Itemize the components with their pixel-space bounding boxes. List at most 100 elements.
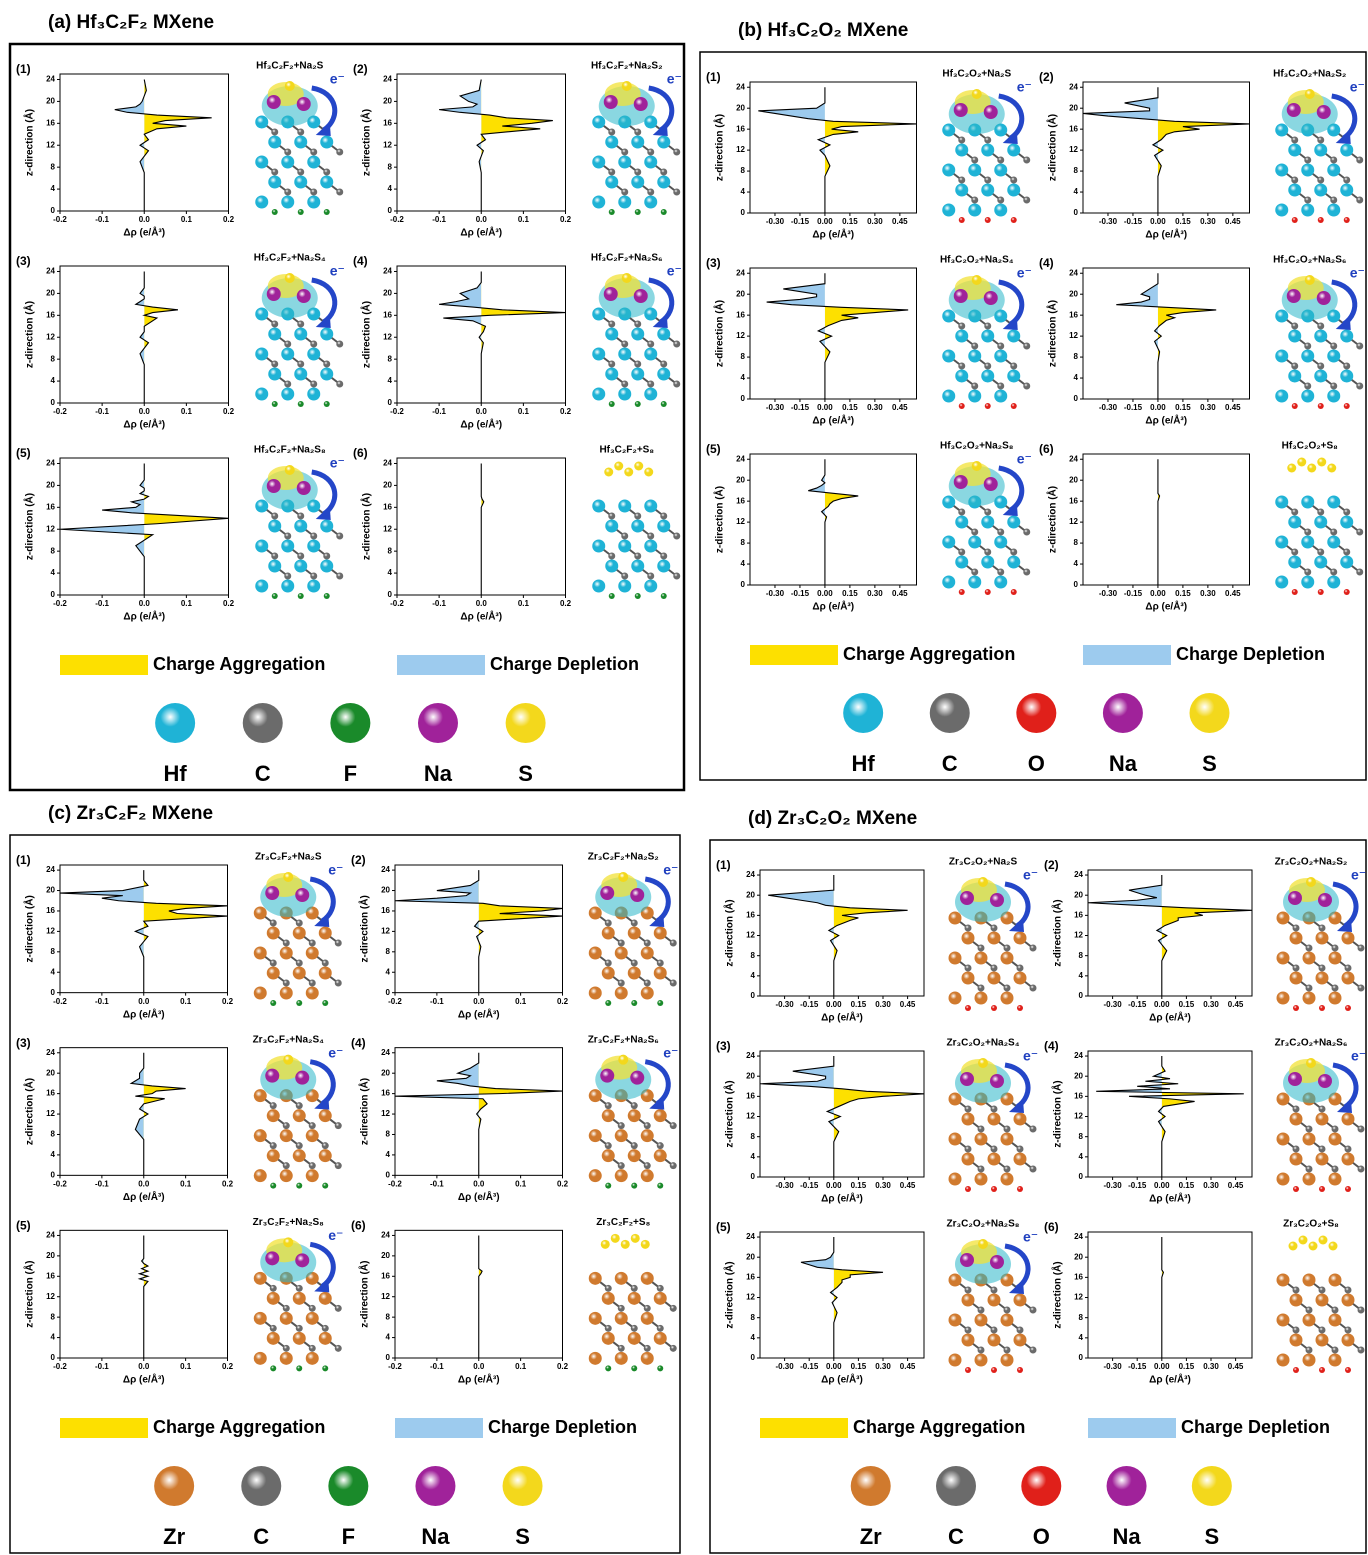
atom xyxy=(1292,589,1298,595)
x-tick-label: -0.15 xyxy=(1124,589,1143,598)
atom xyxy=(296,1000,302,1006)
atom xyxy=(1010,363,1017,370)
atom xyxy=(297,97,311,111)
atom xyxy=(309,1162,316,1169)
atom xyxy=(1358,1166,1365,1173)
plot-frame xyxy=(1088,870,1252,996)
atom xyxy=(605,560,618,573)
y-tick-label: 20 xyxy=(1069,103,1078,112)
atom xyxy=(272,593,278,599)
atom xyxy=(1010,549,1017,556)
atom xyxy=(981,516,994,529)
atom xyxy=(657,1183,663,1189)
y-tick-label: 0 xyxy=(741,208,746,217)
atom xyxy=(657,368,670,381)
atom xyxy=(1319,1005,1325,1011)
y-tick-label: 4 xyxy=(51,967,56,976)
x-tick-label: -0.30 xyxy=(766,217,785,226)
y-tick-label: 16 xyxy=(46,118,55,127)
x-tick-label: 0.45 xyxy=(1228,1181,1244,1190)
atom xyxy=(322,1325,329,1332)
subplot: (5)-0.30-0.150.000.150.300.4504812162024… xyxy=(706,441,1032,613)
y-tick-label: 12 xyxy=(46,926,55,935)
atom xyxy=(267,1332,280,1345)
atom xyxy=(661,401,667,407)
plot-frame xyxy=(750,454,917,585)
atom xyxy=(1329,952,1342,965)
y-tick-label: 16 xyxy=(1069,124,1078,133)
y-tick-label: 8 xyxy=(388,546,393,555)
atom xyxy=(1023,157,1030,164)
atom xyxy=(988,1294,1001,1307)
atom xyxy=(270,1285,277,1292)
atom xyxy=(997,157,1004,164)
atom xyxy=(631,1365,637,1371)
atom xyxy=(602,1149,615,1162)
atom xyxy=(297,289,311,303)
y-tick-label: 0 xyxy=(51,398,56,407)
atom xyxy=(335,1345,342,1352)
system-label: Zr₃C₂F₂+S₈ xyxy=(596,1217,650,1228)
atom xyxy=(1275,536,1288,549)
atom xyxy=(284,533,291,540)
y-tick-label: 12 xyxy=(736,331,745,340)
element-label: Zr xyxy=(163,1524,185,1549)
subplot: (6)-0.2-0.10.00.10.204812162024Δρ (e/Å³)… xyxy=(351,1217,677,1386)
atom xyxy=(984,177,991,184)
atom xyxy=(1327,496,1340,509)
subplot: (2)-0.30-0.150.000.150.300.4504812162024… xyxy=(1039,69,1365,241)
atom xyxy=(592,116,605,129)
atom xyxy=(1332,1307,1339,1314)
element-sphere xyxy=(415,1466,455,1506)
atom xyxy=(954,289,968,303)
x-axis-label: Δρ (e/Å³) xyxy=(123,418,165,431)
legend-label: Charge Depletion xyxy=(490,654,639,674)
x-tick-label: 0.00 xyxy=(826,1000,842,1009)
atom xyxy=(960,891,974,905)
y-tick-label: 20 xyxy=(46,481,55,490)
y-tick-label: 0 xyxy=(51,1170,56,1179)
atom xyxy=(644,468,653,477)
atom xyxy=(641,1312,654,1325)
subplot-label: (3) xyxy=(16,254,31,268)
atom xyxy=(975,1354,988,1367)
atom xyxy=(1304,197,1311,204)
atom xyxy=(298,401,304,407)
atom xyxy=(254,1272,267,1285)
atom xyxy=(647,341,654,348)
x-tick-label: 0.15 xyxy=(1179,1000,1195,1009)
atom xyxy=(294,520,307,533)
atom xyxy=(306,1129,319,1142)
atom xyxy=(295,888,309,902)
y-axis-label: z-direction (Å) xyxy=(1051,1080,1064,1147)
atom xyxy=(965,1186,971,1192)
atom xyxy=(618,940,625,947)
y-tick-label: 4 xyxy=(1074,187,1079,196)
atom xyxy=(267,1149,280,1162)
element-sphere xyxy=(843,693,883,733)
x-tick-label: -0.2 xyxy=(53,1179,67,1188)
atom xyxy=(254,1352,267,1365)
atom xyxy=(1017,965,1024,972)
curve xyxy=(479,1235,482,1358)
y-tick-label: 20 xyxy=(46,289,55,298)
atom xyxy=(336,381,343,388)
subplot-label: (1) xyxy=(16,62,31,76)
atom xyxy=(592,156,605,169)
atom xyxy=(1340,556,1353,569)
subplot: (1)-0.2-0.10.00.10.204812162024Δρ (e/Å³)… xyxy=(16,61,345,239)
x-tick-label: -0.1 xyxy=(95,997,109,1006)
x-tick-label: 0.0 xyxy=(138,1179,150,1188)
atom xyxy=(981,370,994,383)
atom xyxy=(942,204,955,217)
y-axis-label: z-direction (Å) xyxy=(1046,300,1059,367)
x-tick-label: -0.15 xyxy=(1128,1181,1147,1190)
atom xyxy=(981,556,994,569)
atom xyxy=(1007,516,1020,529)
x-tick-label: 0.00 xyxy=(1154,1000,1170,1009)
atom xyxy=(1023,383,1030,390)
aggregation-area xyxy=(767,273,909,399)
atom xyxy=(949,1173,962,1186)
atom xyxy=(1306,985,1313,992)
y-tick-label: 20 xyxy=(746,890,755,899)
